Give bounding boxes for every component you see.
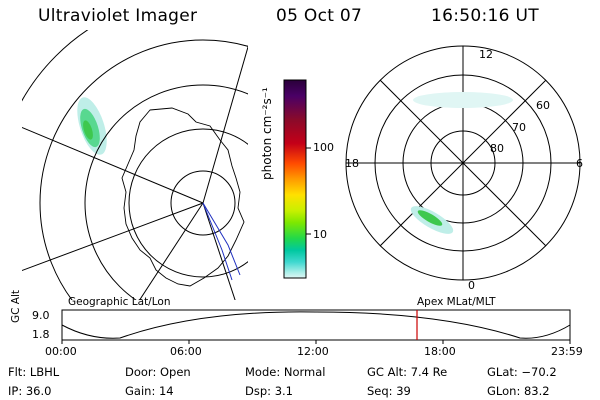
colorbar-tick-100: 100 [313, 141, 334, 154]
mlt-label-18: 18 [345, 157, 359, 170]
info-mode: Mode: Normal [245, 365, 326, 379]
mlt-label-6: 6 [576, 157, 583, 170]
info-flt: Flt: LBHL [8, 365, 60, 379]
info-glon: GLon: 83.2 [487, 384, 550, 398]
info-seq: Seq: 39 [367, 384, 411, 398]
mlt-label-0: 0 [468, 279, 475, 292]
xtick-0600: 06:00 [170, 345, 202, 358]
xtick-0000: 00:00 [45, 345, 77, 358]
info-dsp: Dsp: 3.1 [245, 384, 293, 398]
instrument-title: Ultraviolet Imager [38, 6, 198, 26]
time-label: 16:50:16 UT [431, 6, 539, 26]
xtick-1800: 18:00 [424, 345, 456, 358]
info-gc-alt: GC Alt: 7.4 Re [367, 365, 448, 379]
mlt-label-12: 12 [479, 48, 493, 61]
info-door: Door: Open [125, 365, 191, 379]
continent-outline [121, 107, 245, 287]
info-ip: IP: 36.0 [8, 384, 52, 398]
aurora-emission-polar [410, 206, 454, 234]
colorbar [283, 79, 307, 279]
apex-label: Apex MLat/MLT [417, 296, 496, 308]
colorbar-tick-10: 10 [313, 228, 327, 241]
ytick-9: 9.0 [32, 309, 50, 322]
xtick-1200: 12:00 [297, 345, 329, 358]
date-label: 05 Oct 07 [276, 6, 363, 26]
mlat-label-70: 70 [512, 121, 526, 134]
info-gain: Gain: 14 [125, 384, 174, 398]
geographic-label: Geographic Lat/Lon [68, 296, 171, 308]
mlat-label-60: 60 [536, 99, 550, 112]
ytick-1-8: 1.8 [32, 328, 50, 341]
mlat-label-80: 80 [490, 142, 504, 155]
gc-alt-axis-label: GC Alt [10, 289, 22, 323]
xtick-2359: 23:59 [551, 345, 583, 358]
info-glat: GLat: −70.2 [487, 365, 557, 379]
aurora-emission-geographic [77, 97, 107, 155]
